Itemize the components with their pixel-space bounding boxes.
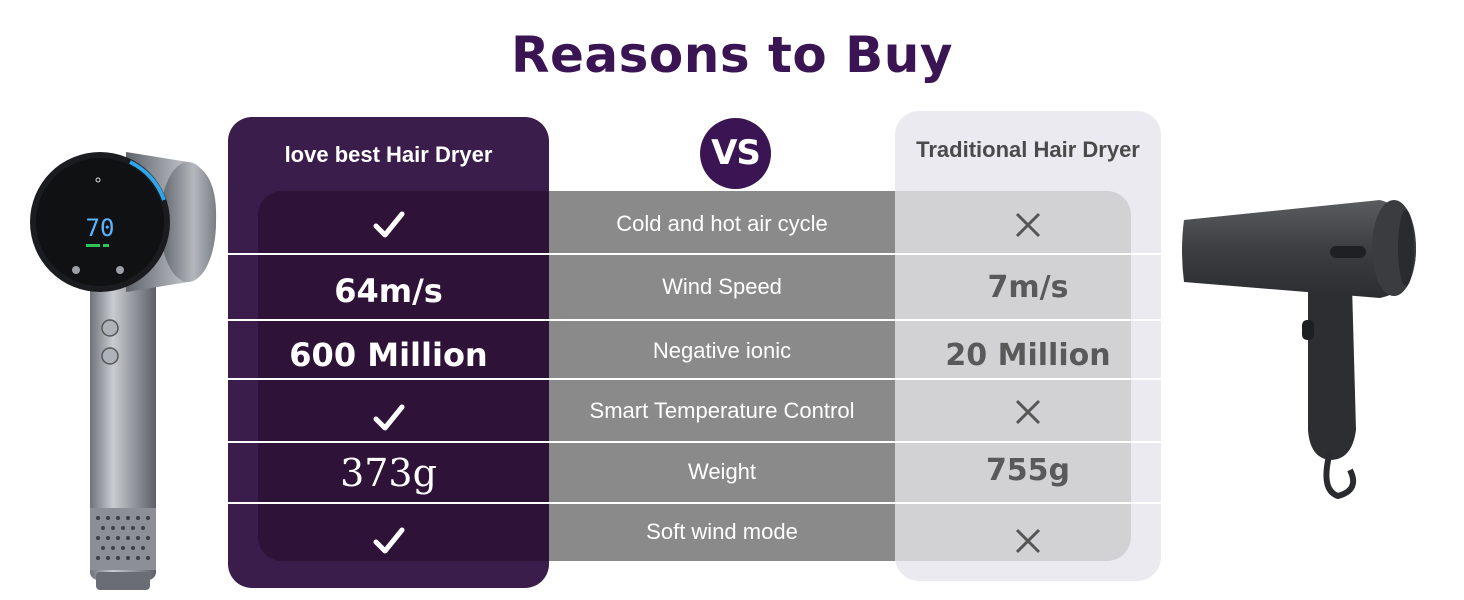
feature-label: Negative ionic [652,338,792,363]
brand-column-body [258,191,549,561]
row-divider [228,502,1161,504]
vs-badge: VS [700,118,771,189]
page-title: Reasons to Buy [511,26,953,84]
traditional-hair-dryer-image [1180,190,1420,510]
feature-column [549,191,895,561]
row-divider [228,378,1161,380]
display-readout: 70 [86,214,115,242]
row-divider [228,319,1161,321]
feature-label: Cold and hot air cycle [616,211,828,236]
feature-label: Weight [687,459,757,484]
brand-value: 64m/s [334,272,443,310]
brand-check-icon [228,196,549,254]
traditional-value: 755g [985,452,1071,488]
feature-label: Wind Speed [662,274,782,299]
row-divider [228,253,1161,255]
traditional-cross-icon [895,512,1161,570]
brand-column-header: love best Hair Dryer [284,142,493,167]
love-best-hair-dryer-image: 70 [28,140,223,600]
traditional-column-body [895,191,1131,561]
brand-value: 373g [340,451,437,495]
traditional-cross-icon [895,196,1161,254]
brand-value: 600 Million [289,336,488,374]
feature-label: Soft wind mode [646,519,798,544]
traditional-cross-icon [895,382,1161,442]
brand-check-icon [228,388,549,448]
row-divider [228,441,1161,443]
traditional-value: 20 Million [945,337,1111,373]
feature-label: Smart Temperature Control [589,398,855,423]
traditional-value: 7m/s [987,269,1069,305]
traditional-column-header: Traditional Hair Dryer [916,137,1140,162]
brand-check-icon [228,512,549,570]
